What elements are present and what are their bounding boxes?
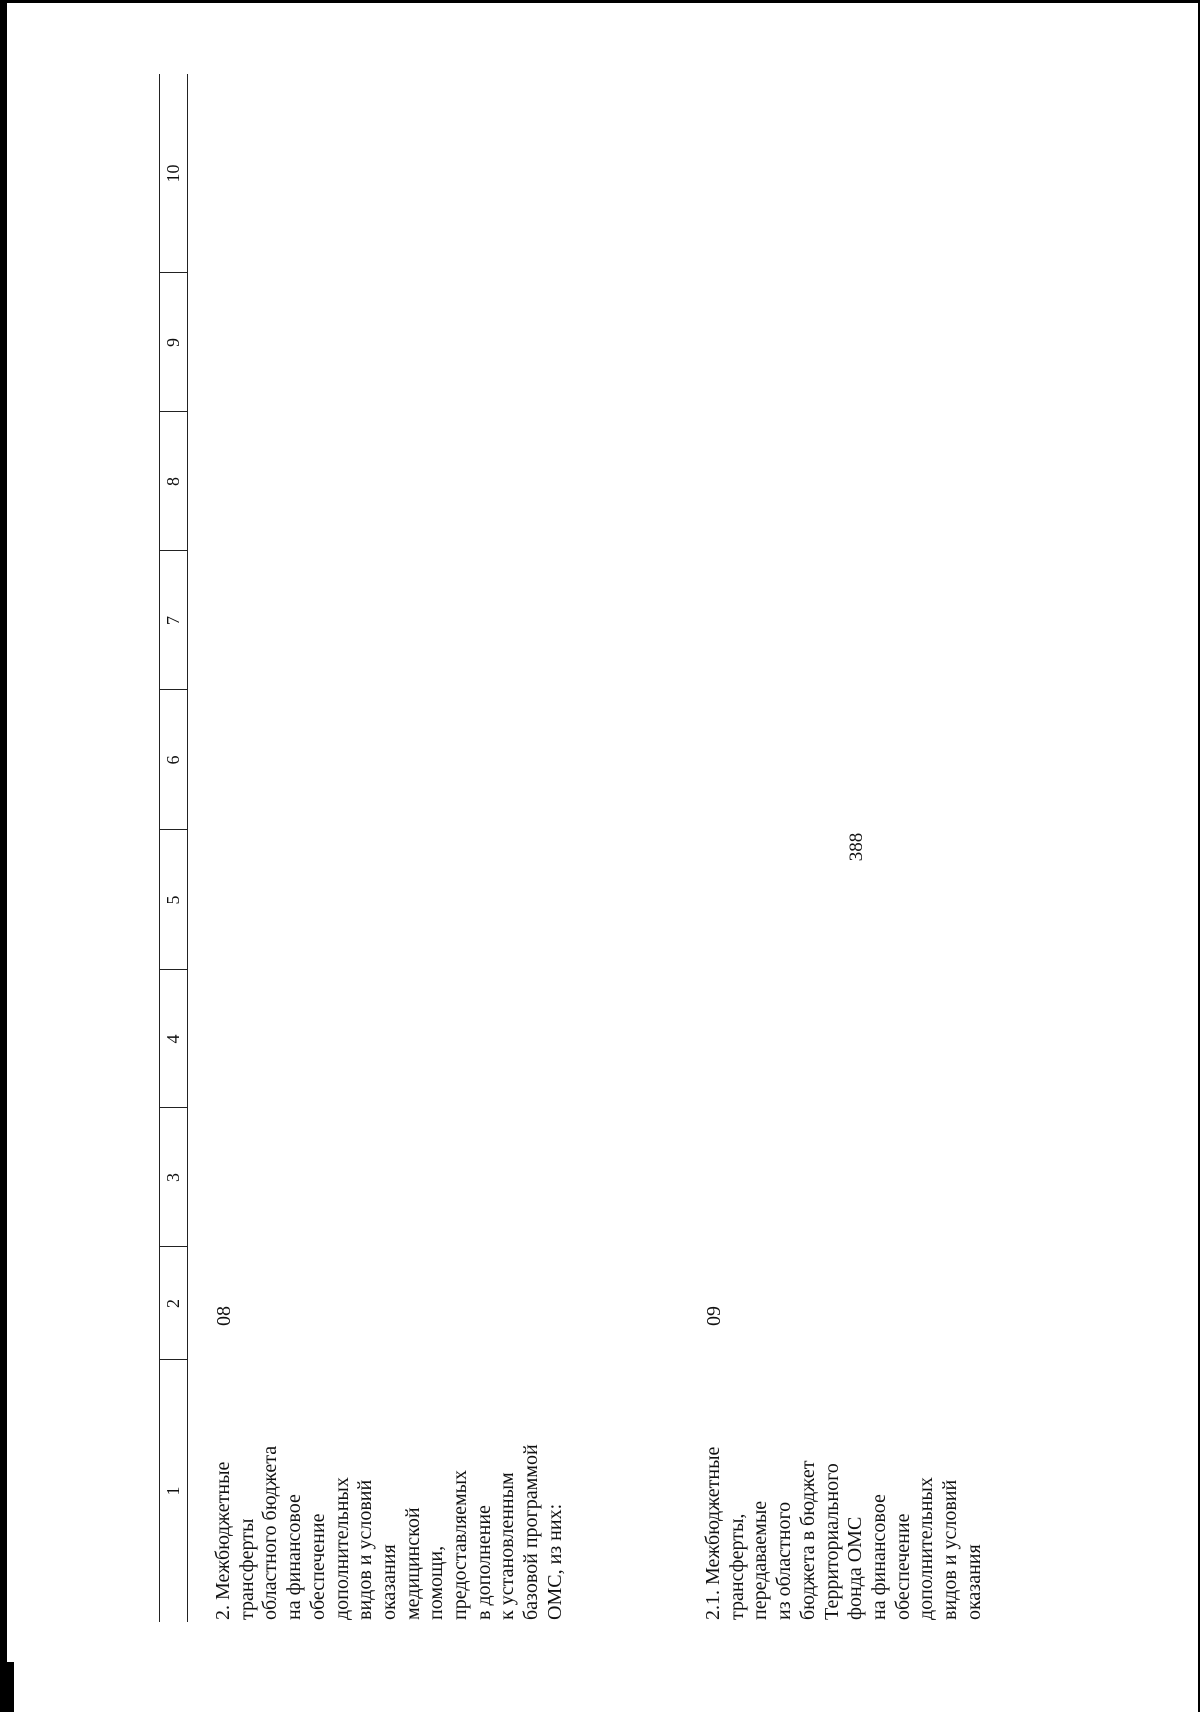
scan-edge-bottom: [0, 1662, 14, 1712]
column-number-4: 4: [163, 1034, 183, 1044]
scan-edge-top: [0, 0, 1200, 3]
column-number-9: 9: [163, 338, 183, 347]
row-1-name: 2. Межбюджетные трансферты областного бю…: [212, 1444, 566, 1620]
scan-edge-right: [1198, 0, 1200, 1712]
column-number-3: 3: [163, 1173, 183, 1182]
column-number-6: 6: [163, 755, 183, 765]
scan-edge-left: [0, 0, 7, 1712]
row-1-code: 08: [213, 1306, 235, 1326]
column-number-2: 2: [163, 1299, 183, 1308]
table-header-bottom-rule: [187, 74, 188, 1622]
page-number: 388: [846, 832, 867, 862]
row-2-name: 2.1. Межбюджетные трансферты, передаваем…: [702, 1446, 985, 1620]
column-number-1: 1: [163, 1486, 183, 1496]
column-number-7: 7: [163, 616, 183, 625]
column-number-8: 8: [163, 477, 183, 486]
column-number-10: 10: [163, 164, 183, 183]
column-number-5: 5: [163, 895, 183, 905]
row-2-code: 09: [703, 1306, 725, 1326]
